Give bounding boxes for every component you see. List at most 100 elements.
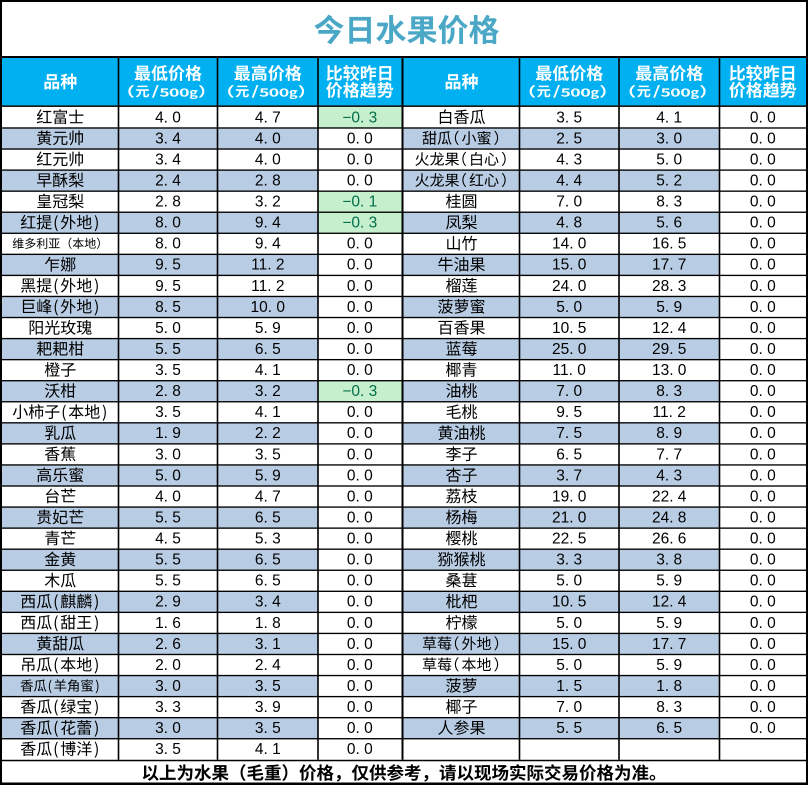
svg-text:5. 5: 5. 5 [155,341,181,358]
svg-text:17. 7: 17. 7 [652,636,686,653]
svg-text:0. 0: 0. 0 [347,741,373,758]
svg-text:0. 0: 0. 0 [347,467,373,484]
svg-text:0. 0: 0. 0 [750,467,776,484]
svg-text:6. 5: 6. 5 [656,720,682,737]
svg-text:−0. 1: −0. 1 [342,194,377,211]
svg-text:−0. 3: −0. 3 [342,109,377,126]
svg-text:0. 0: 0. 0 [750,194,776,211]
svg-text:7. 0: 7. 0 [556,383,582,400]
svg-text:8. 5: 8. 5 [155,299,181,316]
svg-text:3. 0: 3. 0 [656,130,682,147]
svg-text:28. 3: 28. 3 [652,278,686,295]
svg-text:4. 0: 4. 0 [155,488,181,505]
svg-text:0. 0: 0. 0 [347,404,373,421]
svg-text:12. 4: 12. 4 [652,594,687,611]
svg-text:3. 5: 3. 5 [255,446,281,463]
svg-text:0. 0: 0. 0 [750,215,776,232]
svg-text:13. 0: 13. 0 [652,362,687,379]
svg-text:6. 5: 6. 5 [556,446,582,463]
svg-text:3. 5: 3. 5 [255,720,281,737]
svg-text:3. 5: 3. 5 [155,741,181,758]
svg-text:0. 0: 0. 0 [347,320,373,337]
svg-text:22. 5: 22. 5 [552,531,586,548]
svg-text:0. 0: 0. 0 [347,341,373,358]
svg-text:4. 1: 4. 1 [255,404,281,421]
svg-text:3. 3: 3. 3 [155,699,181,716]
svg-text:3. 5: 3. 5 [155,362,181,379]
svg-text:0. 0: 0. 0 [750,299,776,316]
svg-text:24. 8: 24. 8 [652,510,686,527]
svg-text:3. 4: 3. 4 [155,130,181,147]
svg-text:0. 0: 0. 0 [750,236,776,253]
svg-text:2. 8: 2. 8 [155,383,181,400]
svg-text:7. 0: 7. 0 [556,194,582,211]
svg-text:8. 3: 8. 3 [656,194,682,211]
svg-text:3. 7: 3. 7 [556,467,582,484]
svg-text:0. 0: 0. 0 [347,173,373,190]
svg-text:5. 5: 5. 5 [155,573,181,590]
svg-text:0. 0: 0. 0 [750,636,776,653]
svg-text:4. 1: 4. 1 [255,362,281,379]
svg-text:4. 0: 4. 0 [155,109,181,126]
svg-text:9. 5: 9. 5 [556,404,582,421]
svg-text:8. 3: 8. 3 [656,699,682,716]
svg-text:5. 0: 5. 0 [155,320,181,337]
svg-text:0. 0: 0. 0 [347,531,373,548]
svg-text:4. 0: 4. 0 [255,151,281,168]
svg-text:4. 0: 4. 0 [255,130,281,147]
svg-text:0. 0: 0. 0 [750,678,776,695]
svg-text:11. 2: 11. 2 [653,404,686,421]
svg-text:9. 4: 9. 4 [255,236,281,253]
svg-text:0. 0: 0. 0 [750,699,776,716]
svg-text:5. 9: 5. 9 [656,299,682,316]
svg-text:0. 0: 0. 0 [347,720,373,737]
svg-text:5. 9: 5. 9 [255,467,281,484]
svg-text:0. 0: 0. 0 [347,594,373,611]
svg-text:4. 4: 4. 4 [556,173,582,190]
svg-text:1. 8: 1. 8 [656,678,682,695]
svg-text:7. 5: 7. 5 [556,425,582,442]
svg-text:1. 5: 1. 5 [556,678,582,695]
svg-text:3. 5: 3. 5 [155,404,181,421]
svg-text:0. 0: 0. 0 [750,510,776,527]
svg-text:4. 3: 4. 3 [656,467,682,484]
svg-text:5. 3: 5. 3 [255,531,281,548]
svg-text:0. 0: 0. 0 [750,320,776,337]
svg-text:0. 0: 0. 0 [750,362,776,379]
svg-text:5. 9: 5. 9 [656,573,682,590]
svg-text:5. 0: 5. 0 [556,657,582,674]
svg-text:5. 0: 5. 0 [556,573,582,590]
svg-text:5. 9: 5. 9 [255,320,281,337]
svg-text:2. 4: 2. 4 [255,657,281,674]
svg-text:1. 9: 1. 9 [155,425,181,442]
svg-text:15. 0: 15. 0 [552,257,587,274]
svg-text:2. 5: 2. 5 [556,130,582,147]
svg-text:5. 5: 5. 5 [556,720,582,737]
svg-text:26. 6: 26. 6 [652,531,686,548]
svg-text:0. 0: 0. 0 [750,278,776,295]
svg-text:6. 5: 6. 5 [255,341,281,358]
svg-text:2. 4: 2. 4 [155,173,181,190]
svg-text:3. 5: 3. 5 [255,678,281,695]
svg-text:5. 5: 5. 5 [155,552,181,569]
svg-text:19. 0: 19. 0 [552,488,587,505]
svg-text:0. 0: 0. 0 [750,488,776,505]
svg-text:3. 3: 3. 3 [556,552,582,569]
svg-text:8. 3: 8. 3 [656,383,682,400]
svg-text:0. 0: 0. 0 [750,425,776,442]
svg-text:3. 9: 3. 9 [255,699,281,716]
svg-text:12. 4: 12. 4 [652,320,687,337]
svg-text:9. 5: 9. 5 [155,278,181,295]
svg-text:0. 0: 0. 0 [347,552,373,569]
svg-text:17. 7: 17. 7 [652,257,686,274]
svg-text:3. 0: 3. 0 [155,678,181,695]
svg-text:6. 5: 6. 5 [255,510,281,527]
svg-text:0. 0: 0. 0 [347,278,373,295]
svg-text:5. 2: 5. 2 [656,173,682,190]
svg-text:0. 0: 0. 0 [750,383,776,400]
svg-text:0. 0: 0. 0 [750,615,776,632]
svg-text:3. 1: 3. 1 [255,636,281,653]
svg-text:0. 0: 0. 0 [347,678,373,695]
svg-text:10. 5: 10. 5 [552,320,586,337]
svg-text:1. 6: 1. 6 [155,615,181,632]
